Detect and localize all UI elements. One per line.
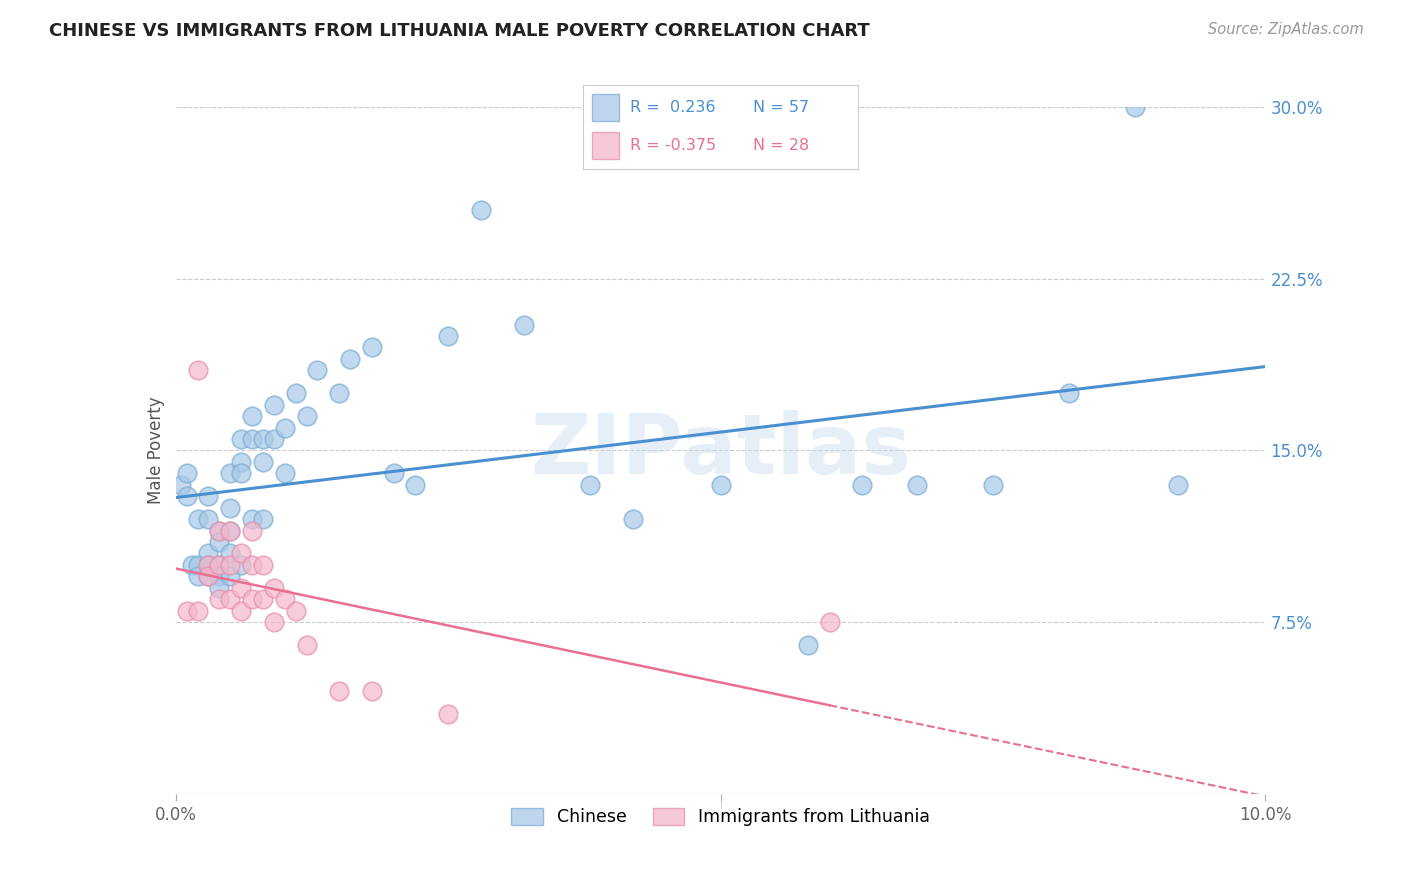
Y-axis label: Male Poverty: Male Poverty (146, 397, 165, 504)
Point (382, 467, 405, 481)
Point (905, 478, 928, 492)
Point (437, 329, 460, 343)
FancyBboxPatch shape (592, 94, 619, 121)
Text: R = -0.375: R = -0.375 (630, 138, 716, 153)
Point (240, 409, 263, 424)
Point (252, 592, 274, 607)
Point (186, 604, 209, 618)
Point (231, 455, 253, 469)
Point (231, 581, 253, 595)
Point (186, 558, 209, 572)
Point (186, 569, 209, 583)
Point (176, 604, 198, 618)
Point (263, 398, 285, 412)
Point (176, 489, 198, 503)
Point (219, 524, 242, 538)
Point (818, 615, 841, 630)
Point (181, 558, 204, 572)
Point (197, 569, 219, 583)
Point (470, 203, 492, 218)
Text: CHINESE VS IMMIGRANTS FROM LITHUANIA MALE POVERTY CORRELATION CHART: CHINESE VS IMMIGRANTS FROM LITHUANIA MAL… (49, 22, 870, 40)
Point (339, 351, 361, 366)
Point (252, 512, 274, 526)
Point (208, 569, 231, 583)
Point (186, 363, 209, 377)
Point (219, 500, 242, 515)
Point (274, 592, 297, 607)
Point (197, 512, 219, 526)
Point (437, 706, 460, 721)
Point (252, 558, 274, 572)
Point (219, 546, 242, 561)
Point (513, 318, 536, 332)
Legend: Chinese, Immigrants from Lithuania: Chinese, Immigrants from Lithuania (505, 801, 936, 833)
Point (1123, 100, 1146, 114)
Point (405, 478, 427, 492)
Point (328, 683, 350, 698)
Point (252, 432, 274, 446)
Point (208, 592, 231, 607)
Point (176, 467, 198, 481)
Point (263, 432, 285, 446)
Point (252, 455, 274, 469)
Point (307, 363, 329, 377)
Text: Source: ZipAtlas.com: Source: ZipAtlas.com (1208, 22, 1364, 37)
Point (284, 604, 307, 618)
Point (797, 638, 820, 652)
Point (295, 638, 318, 652)
Point (219, 524, 242, 538)
Point (851, 478, 873, 492)
Point (231, 558, 253, 572)
Text: ZIPatlas: ZIPatlas (530, 410, 911, 491)
Point (240, 558, 263, 572)
Point (295, 409, 318, 424)
FancyBboxPatch shape (592, 132, 619, 160)
Point (208, 581, 231, 595)
Point (274, 467, 297, 481)
Point (360, 683, 382, 698)
Point (186, 512, 209, 526)
Point (274, 420, 297, 434)
Point (231, 432, 253, 446)
Point (240, 524, 263, 538)
Point (219, 569, 242, 583)
Text: R =  0.236: R = 0.236 (630, 100, 716, 115)
Point (981, 478, 1004, 492)
Point (208, 535, 231, 549)
Point (197, 546, 219, 561)
Point (621, 512, 644, 526)
Text: N = 28: N = 28 (754, 138, 810, 153)
Point (263, 581, 285, 595)
Point (1057, 386, 1080, 401)
Text: N = 57: N = 57 (754, 100, 810, 115)
Point (197, 558, 219, 572)
Point (231, 467, 253, 481)
Point (208, 524, 231, 538)
Point (360, 340, 382, 354)
Point (208, 558, 231, 572)
Point (231, 546, 253, 561)
Point (219, 592, 242, 607)
Point (197, 558, 219, 572)
Point (240, 512, 263, 526)
Point (263, 615, 285, 630)
Point (197, 489, 219, 503)
Point (208, 558, 231, 572)
Point (240, 592, 263, 607)
Point (219, 467, 242, 481)
Point (240, 432, 263, 446)
Point (197, 569, 219, 583)
Point (284, 386, 307, 401)
Point (170, 478, 193, 492)
Point (208, 524, 231, 538)
Point (579, 478, 602, 492)
Point (231, 604, 253, 618)
Point (219, 558, 242, 572)
Point (710, 478, 733, 492)
Point (1167, 478, 1189, 492)
Point (328, 386, 350, 401)
